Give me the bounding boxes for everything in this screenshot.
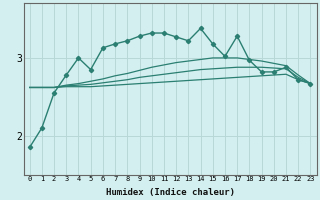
X-axis label: Humidex (Indice chaleur): Humidex (Indice chaleur) — [106, 188, 235, 197]
